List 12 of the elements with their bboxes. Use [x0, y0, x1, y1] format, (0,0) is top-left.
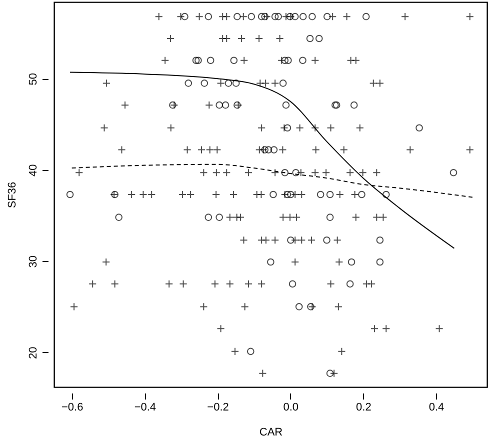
y-tick-label: 40 [28, 164, 40, 176]
x-tick-label: −0.4 [134, 402, 156, 414]
y-tick-label: 50 [28, 73, 40, 86]
x-tick-label: −0.6 [61, 402, 84, 414]
y-axis-title: SF36 [6, 182, 18, 208]
y-tick-label: 30 [28, 255, 40, 268]
x-tick-label: 0.4 [428, 402, 444, 414]
x-tick-label: 0.0 [283, 402, 298, 414]
y-tick-label: 20 [28, 346, 40, 359]
x-axis-title: CAR [259, 426, 283, 438]
x-tick-label: 0.2 [356, 402, 372, 414]
x-tick-label: −0.2 [207, 402, 229, 414]
